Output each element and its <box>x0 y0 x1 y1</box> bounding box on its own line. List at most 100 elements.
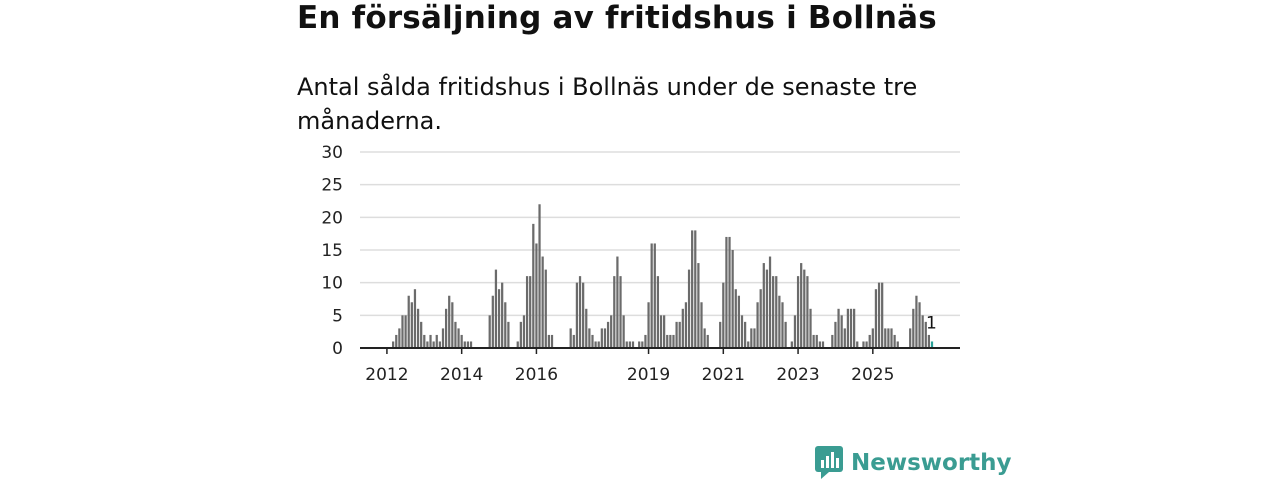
bar <box>753 328 756 348</box>
bar <box>915 295 918 348</box>
bar <box>628 341 631 348</box>
bar <box>516 341 519 348</box>
bar <box>874 289 878 348</box>
x-tick-label: 2012 <box>365 365 408 385</box>
bar <box>884 328 887 348</box>
bar <box>451 302 454 348</box>
bar <box>398 328 401 348</box>
bar <box>625 341 628 348</box>
bar <box>672 334 675 348</box>
bar <box>572 334 575 348</box>
bar <box>454 321 457 348</box>
bar <box>519 321 522 348</box>
bar <box>529 276 532 348</box>
bar <box>759 289 762 348</box>
chart-subtitle: Antal sålda fritidshus i Bollnäs under d… <box>297 73 918 135</box>
bar <box>862 341 865 348</box>
bar <box>578 276 582 348</box>
bar <box>407 295 410 348</box>
bar <box>737 295 741 348</box>
chart-title: En försäljning av fritidshus i Bollnäs <box>297 0 937 36</box>
y-tick-label: 0 <box>332 339 343 359</box>
bar <box>638 341 641 348</box>
bar <box>831 334 834 348</box>
bar <box>750 328 753 348</box>
y-tick-label: 10 <box>321 274 343 294</box>
bar <box>691 230 694 348</box>
bar <box>532 223 535 348</box>
bar <box>395 334 398 348</box>
y-tick-label: 20 <box>321 208 343 228</box>
bar <box>469 341 473 348</box>
bar <box>591 334 594 348</box>
x-tick-label: 2016 <box>515 365 558 385</box>
bar <box>924 321 927 348</box>
bar <box>765 269 769 348</box>
bar <box>856 341 859 348</box>
newsworthy-logo-icon <box>815 446 843 479</box>
bar <box>678 321 681 348</box>
last-value-label: 1 <box>926 313 937 333</box>
bar <box>541 256 544 348</box>
y-tick-label: 15 <box>321 241 343 261</box>
bar <box>896 341 899 348</box>
bar <box>600 328 603 348</box>
bar <box>790 341 793 348</box>
bar <box>772 276 775 348</box>
bar <box>793 315 797 348</box>
bar <box>684 302 688 348</box>
x-tick-label: 2014 <box>440 365 483 385</box>
newsworthy-logo-text: Newsworthy <box>851 450 1012 476</box>
bar <box>569 328 572 348</box>
bar <box>647 302 650 348</box>
bar <box>756 302 759 348</box>
bar <box>912 308 915 348</box>
bar <box>840 315 843 348</box>
bar <box>463 341 466 348</box>
bar <box>550 334 554 348</box>
bar <box>432 341 435 348</box>
bar <box>641 341 644 348</box>
bar <box>582 282 585 348</box>
bar <box>778 295 781 348</box>
bar <box>800 263 803 348</box>
bar <box>413 289 417 348</box>
bar <box>522 315 526 348</box>
bar <box>834 321 837 348</box>
bar <box>491 295 494 348</box>
bar <box>401 315 404 348</box>
gridlines <box>360 151 960 317</box>
bar <box>588 328 591 348</box>
bar <box>719 321 722 348</box>
bar <box>796 276 800 348</box>
bar <box>687 269 691 348</box>
bar <box>659 315 663 348</box>
bar <box>740 315 744 348</box>
bar <box>488 315 491 348</box>
bar <box>448 295 451 348</box>
bar <box>803 269 806 348</box>
bar <box>575 282 579 348</box>
bar <box>837 308 840 348</box>
bar <box>893 334 896 348</box>
bar <box>843 328 846 348</box>
bars <box>392 204 934 348</box>
bar <box>890 328 893 348</box>
bar <box>731 250 734 348</box>
bar <box>420 321 423 348</box>
bar <box>775 276 778 348</box>
bar <box>650 243 653 348</box>
x-tick-label: 2019 <box>627 365 670 385</box>
bar <box>868 334 871 348</box>
bar <box>700 302 703 348</box>
bar <box>669 334 672 348</box>
newsworthy-logo: Newsworthy <box>815 446 1012 480</box>
bar <box>594 341 597 348</box>
bar <box>501 282 504 348</box>
bar <box>887 328 890 348</box>
bar <box>547 334 551 348</box>
bar <box>619 276 622 348</box>
bar <box>694 230 697 348</box>
bar <box>538 204 541 348</box>
